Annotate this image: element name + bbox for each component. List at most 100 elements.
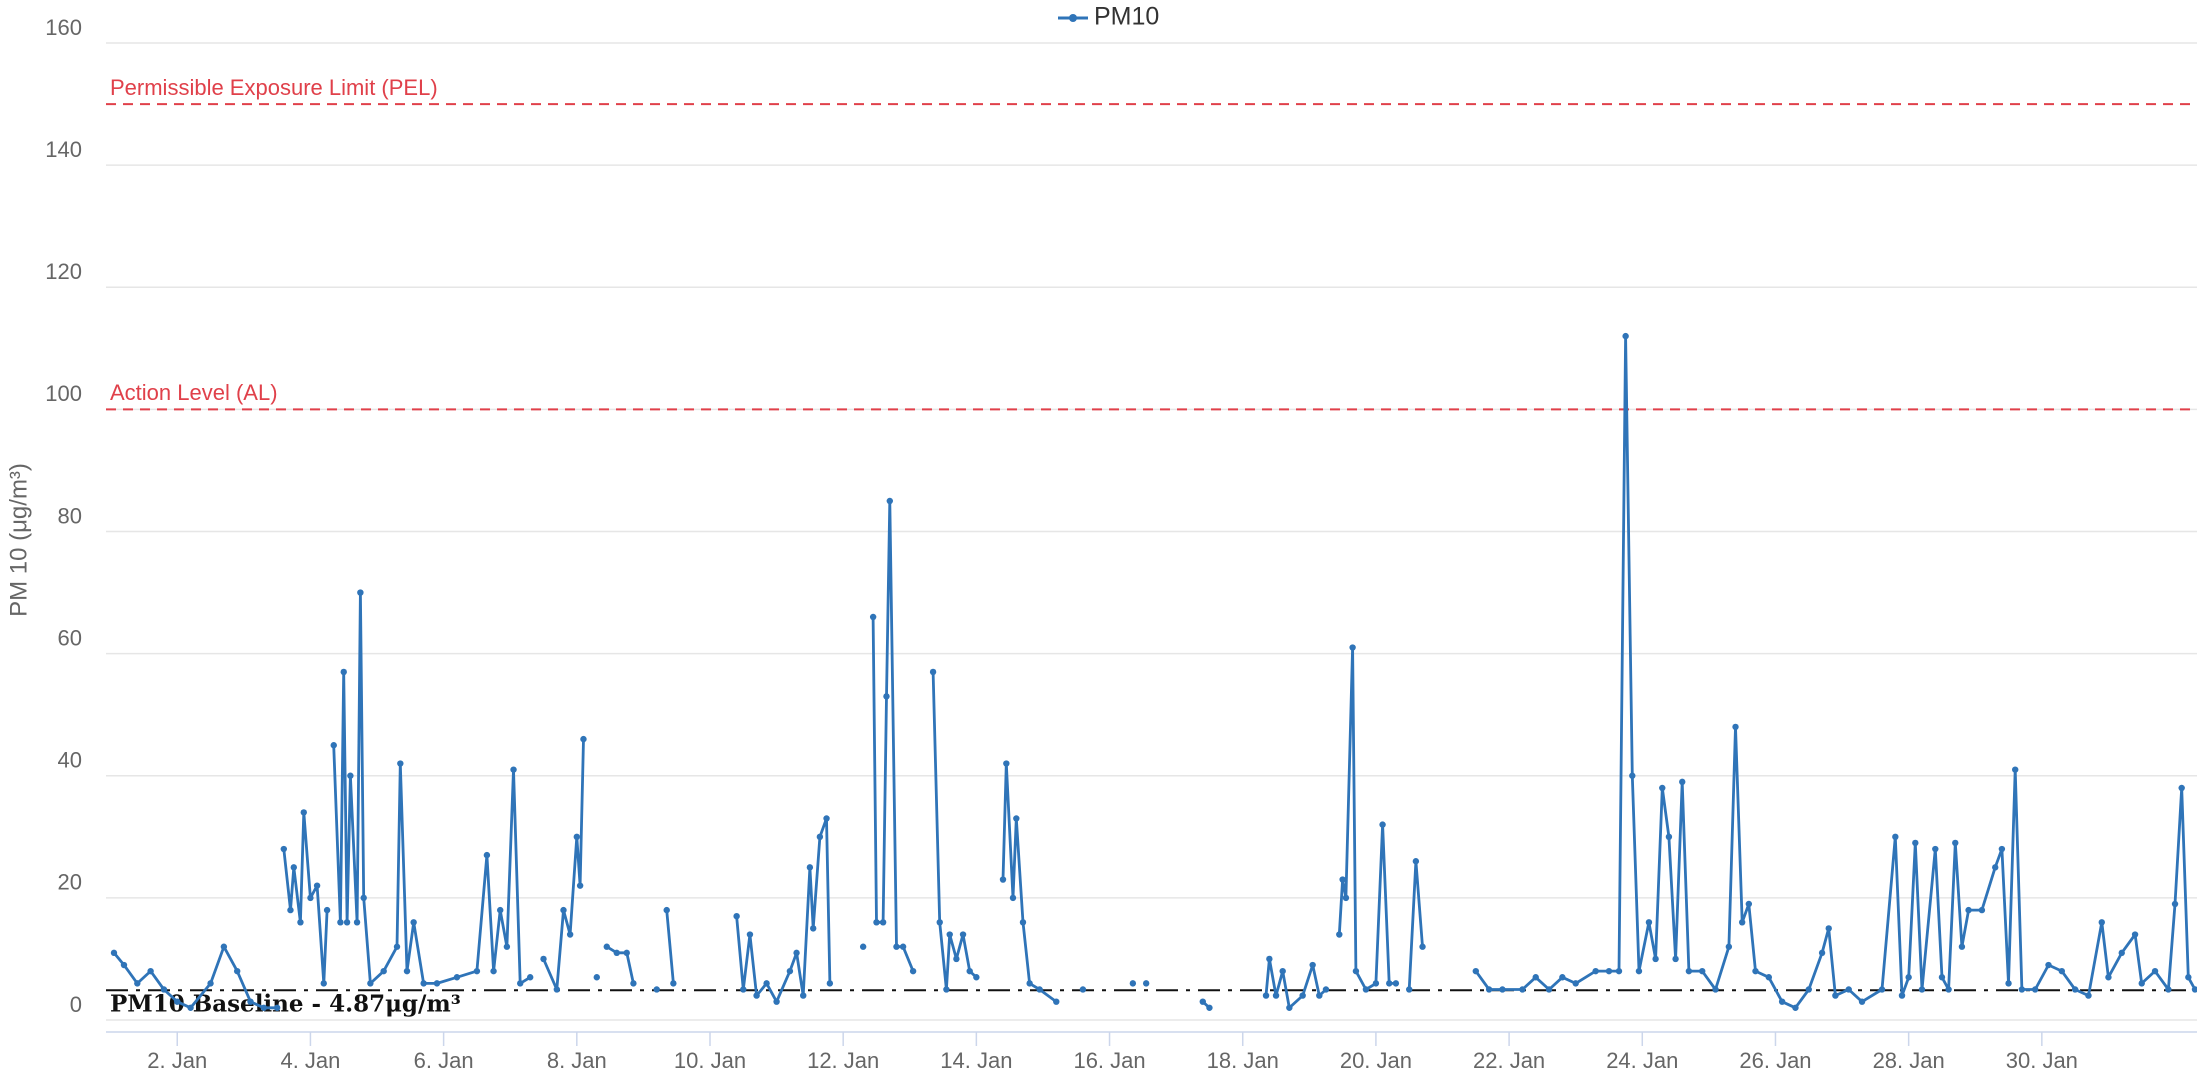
data-point [1352, 967, 1360, 975]
data-point [1998, 845, 2006, 853]
data-point [2131, 931, 2139, 938]
data-point [1845, 986, 1852, 993]
data-point [1738, 919, 1746, 926]
legend-marker [1069, 14, 1077, 22]
data-point [2178, 784, 2185, 792]
data-point [1645, 919, 1653, 926]
data-point [936, 919, 943, 926]
data-point [810, 925, 817, 932]
data-point [553, 986, 561, 993]
data-point [1262, 992, 1270, 999]
data-point [1792, 1004, 1799, 1011]
data-point [2171, 900, 2179, 908]
y-axis-label: PM 10 (μg/m³) [5, 463, 32, 617]
data-point [1752, 967, 1759, 975]
data-point [1605, 967, 1613, 975]
data-point [573, 833, 581, 841]
data-point [1206, 1004, 1213, 1011]
data-point [1912, 839, 1919, 847]
data-point [946, 931, 953, 938]
data-point [576, 882, 584, 889]
x-tick-label: 30. Jan [2006, 1048, 2078, 1073]
data-point [603, 943, 610, 950]
y-tick-label: 80 [58, 503, 82, 528]
data-point [763, 980, 770, 987]
data-point [886, 497, 893, 505]
x-tick-label: 18. Jan [1207, 1048, 1279, 1073]
data-point [1472, 967, 1480, 975]
data-point [1778, 998, 1786, 1005]
data-point [483, 851, 491, 859]
data-point [526, 974, 534, 981]
data-point [343, 919, 351, 926]
data-point [1199, 998, 1206, 1005]
x-tick-label: 12. Jan [807, 1048, 879, 1073]
data-point [1036, 986, 1043, 993]
data-point [1958, 943, 1966, 950]
data-point [323, 906, 331, 914]
data-point [1832, 992, 1839, 999]
data-point [1339, 876, 1346, 883]
data-point [999, 876, 1007, 883]
data-point [773, 998, 780, 1005]
data-point [1918, 986, 1926, 993]
data-point [806, 864, 814, 871]
data-point [433, 980, 441, 987]
reference-label: PM10 Baseline - 4.87μg/m³ [110, 990, 461, 1017]
data-point [1559, 974, 1566, 981]
data-point [1712, 986, 1719, 993]
data-point [233, 967, 241, 975]
data-point [1013, 815, 1020, 822]
data-point [1349, 644, 1356, 651]
data-point [2085, 992, 2092, 999]
data-point [1392, 980, 1400, 987]
data-point [1545, 986, 1553, 993]
data-point [1672, 955, 1679, 963]
data-point [260, 1004, 268, 1011]
data-point [1938, 974, 1946, 981]
data-point [1026, 980, 1033, 987]
data-point [1805, 986, 1812, 993]
data-point [879, 919, 887, 926]
y-tick-label: 0 [70, 992, 82, 1017]
data-point [1519, 986, 1526, 993]
data-point [347, 772, 354, 779]
data-point [297, 919, 304, 926]
data-point [823, 815, 830, 822]
data-line [112, 334, 2197, 1010]
data-point [2191, 986, 2197, 993]
data-point [1079, 986, 1087, 993]
data-point [1129, 980, 1137, 987]
data-point [1629, 772, 1636, 779]
data-point [410, 919, 417, 926]
data-point [1818, 949, 1826, 957]
data-point [2165, 986, 2172, 993]
data-point [367, 980, 374, 987]
data-point [746, 931, 754, 938]
data-point [353, 919, 361, 926]
data-point [560, 906, 567, 914]
data-point [1825, 925, 1832, 932]
reference-label: Permissible Exposure Limit (PEL) [110, 75, 438, 100]
data-point [1419, 943, 1426, 950]
data-point [2005, 980, 2012, 987]
data-point [1945, 986, 1952, 993]
data-point [1932, 845, 1939, 853]
data-point [2058, 967, 2066, 975]
data-point [134, 980, 141, 987]
y-tick-label: 160 [45, 15, 82, 40]
data-point [1009, 894, 1017, 902]
x-tick-label: 26. Jan [1739, 1048, 1811, 1073]
data-point [899, 943, 907, 950]
data-point [1732, 723, 1739, 731]
data-point [873, 919, 880, 926]
data-point [313, 882, 321, 889]
x-tick-label: 20. Jan [1340, 1048, 1412, 1073]
data-point [1266, 955, 1273, 963]
data-point [300, 809, 307, 816]
data-point [2105, 974, 2112, 981]
data-point [160, 986, 168, 993]
data-point [663, 906, 670, 914]
data-point [593, 974, 600, 981]
